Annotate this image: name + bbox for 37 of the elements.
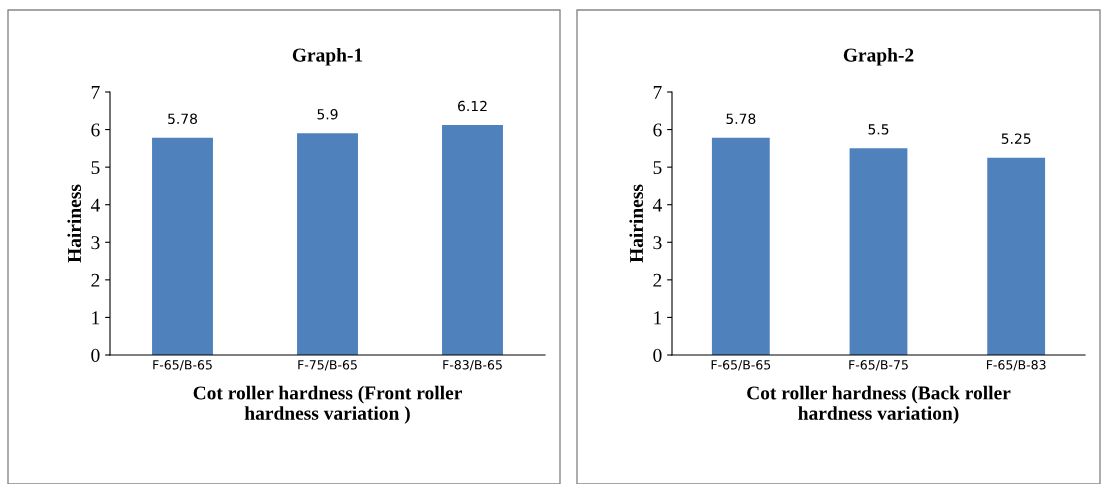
x-axis-title: Cot roller hardness (Back roller hardness variation) — [747, 385, 1011, 424]
y-tick-label: 2 — [91, 273, 100, 287]
data-label: 5.5 — [868, 124, 889, 135]
x-tick-label: F-65/B-65 — [153, 360, 212, 371]
y-tick-label: 1 — [654, 311, 662, 325]
y-tick-label: 6 — [91, 123, 100, 137]
y-tick-label: 2 — [653, 273, 662, 287]
x-tick-label: F-65/B-65 — [711, 360, 771, 371]
y-tick-label: 4 — [90, 198, 100, 212]
y-axis-title: Hairiness — [629, 184, 644, 263]
chart-title: Graph-2 — [843, 47, 914, 66]
x-axis-title: Cot roller hardness (Front roller hardness variation ) — [193, 385, 462, 424]
y-tick-label: 4 — [652, 198, 662, 212]
bar — [711, 137, 770, 355]
data-label: 5.25 — [1001, 133, 1031, 144]
chart-title: Graph-1 — [292, 47, 363, 66]
x-tick-label: F-83/B-65 — [443, 360, 502, 371]
bar — [849, 148, 908, 355]
bar — [987, 157, 1046, 355]
y-tick-label: 3 — [91, 236, 100, 250]
y-tick-label: 7 — [653, 86, 662, 99]
y-tick-label: 5 — [91, 161, 100, 175]
y-axis-title: Hairiness — [67, 184, 82, 263]
x-tick-label: F-65/B-83 — [986, 360, 1046, 371]
data-label: 5.9 — [317, 109, 338, 120]
y-tick-label: 5 — [653, 161, 662, 175]
data-label: 6.12 — [458, 100, 487, 112]
y-tick-label: 3 — [653, 236, 662, 250]
y-tick-label: 7 — [91, 86, 100, 99]
x-tick-label: F-65/B-75 — [849, 360, 908, 371]
y-tick-label: 0 — [91, 348, 100, 362]
data-label: 5.78 — [168, 113, 198, 125]
data-label: 5.78 — [726, 113, 756, 125]
y-tick-label: 1 — [92, 311, 100, 325]
x-tick-label: F-75/B-65 — [298, 360, 357, 371]
y-tick-label: 0 — [653, 348, 662, 362]
y-tick-label: 6 — [653, 123, 662, 137]
